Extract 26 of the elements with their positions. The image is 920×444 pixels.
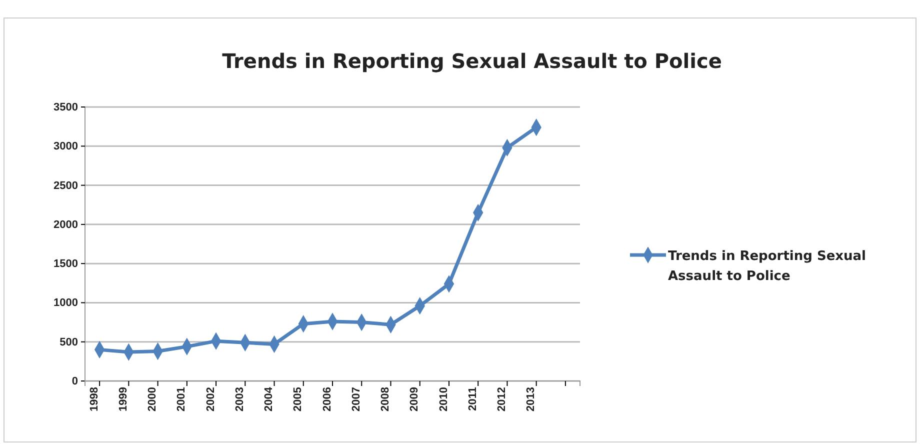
x-tick-label: 2008 — [380, 387, 392, 412]
x-tick-label: 1999 — [117, 387, 130, 412]
x-tick-label: 2011 — [466, 387, 479, 411]
y-tick-label: 2000 — [54, 218, 78, 231]
x-tick-label: 1998 — [88, 387, 100, 412]
x-tick-label: 2012 — [496, 387, 508, 412]
legend-label: Trends in Reporting Sexual Assault to Police — [668, 249, 866, 284]
y-tick-label: 0 — [72, 376, 78, 388]
x-tick-label: 2000 — [146, 387, 159, 412]
x-tick-label: 2001 — [176, 387, 188, 412]
y-tick-label: 1000 — [54, 297, 78, 310]
x-tick-label: 2006 — [321, 387, 334, 412]
chart-title: Trends in Reporting Sexual Assault to Police — [222, 49, 722, 73]
x-tick-label: 2004 — [263, 386, 276, 412]
x-tick-label: 2009 — [408, 387, 421, 412]
x-tick-label: 2003 — [234, 387, 246, 412]
x-tick-label: 2002 — [204, 387, 217, 412]
y-tick-label: 1500 — [54, 258, 78, 270]
x-tick-label: 2010 — [438, 387, 450, 412]
x-tick-label: 2007 — [350, 387, 362, 412]
x-tick-label: 2013 — [525, 387, 538, 412]
y-tick-label: 3000 — [54, 140, 78, 153]
y-tick-label: 2500 — [54, 180, 78, 192]
x-tick-label: 2005 — [292, 387, 304, 412]
y-tick-label: 3500 — [54, 102, 78, 114]
y-tick-label: 500 — [60, 336, 78, 348]
